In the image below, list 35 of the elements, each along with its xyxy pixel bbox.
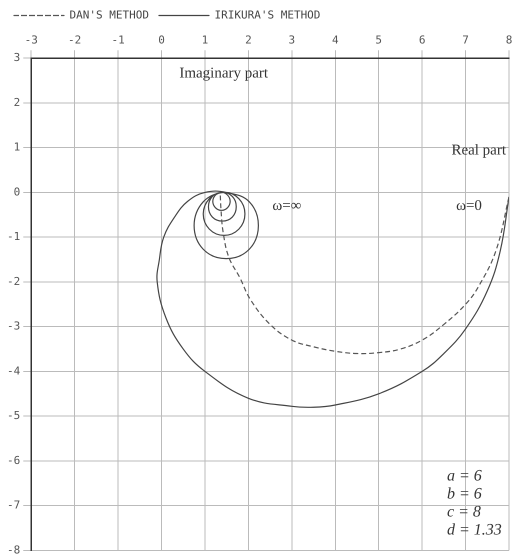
annotation: ω=∞ [272, 198, 302, 214]
y-tick-label: -2 [6, 274, 20, 288]
y-tick-label: 3 [14, 51, 20, 64]
x-tick-label: 0 [158, 33, 165, 46]
y-tick-label: -8 [6, 543, 20, 556]
y-axis-title: Imaginary part [179, 66, 269, 82]
annotation: c = 8 [447, 504, 481, 521]
annotation: d = 1.33 [447, 522, 502, 539]
x-tick-label: -2 [68, 33, 82, 46]
x-tick-label: 2 [245, 33, 252, 46]
y-tick-label: -1 [6, 230, 20, 244]
x-tick-label: 4 [332, 33, 339, 46]
y-tick-label: -3 [6, 320, 20, 333]
line-series [156, 190, 509, 408]
x-axis-title: Real part [451, 142, 507, 159]
y-tick-label: -6 [6, 454, 20, 467]
x-tick-label: 5 [375, 33, 382, 46]
legend-label: DAN'S METHOD [70, 8, 149, 22]
y-tick-label: 0 [14, 185, 20, 198]
x-tick-label: 8 [506, 33, 512, 46]
y-tick-label: 2 [14, 96, 20, 109]
x-tick-label: -3 [24, 33, 38, 46]
x-tick-label: -1 [111, 33, 125, 46]
x-tick-label: 7 [462, 33, 469, 46]
y-tick-label: 1 [14, 140, 20, 154]
y-tick-label: -7 [6, 498, 20, 512]
annotation: a = 6 [447, 468, 482, 485]
x-tick-label: 6 [418, 33, 426, 46]
x-tick-label: 1 [202, 33, 208, 46]
annotation: ω=0 [456, 198, 482, 214]
x-tick-label: 3 [288, 33, 296, 46]
annotation: b = 6 [447, 486, 482, 503]
legend-label: IRIKURA'S METHOD [214, 8, 320, 22]
y-tick-label: -5 [6, 409, 20, 422]
y-tick-label: -4 [6, 364, 21, 378]
